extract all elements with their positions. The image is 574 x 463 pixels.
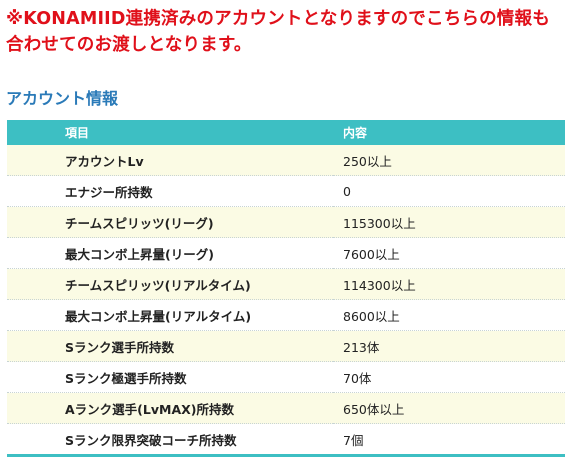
row-value: 115300以上 bbox=[333, 206, 565, 238]
row-value: 7600以上 bbox=[333, 237, 565, 269]
row-value: 0 bbox=[333, 175, 565, 207]
row-value: 70体 bbox=[333, 361, 565, 393]
row-value: 114300以上 bbox=[333, 268, 565, 300]
table-header-row: 項目 内容 bbox=[7, 120, 565, 145]
row-label: チームスピリッツ(リアルタイム) bbox=[7, 268, 333, 300]
section-title: アカウント情報 bbox=[6, 89, 119, 108]
row-value: 7個 bbox=[333, 423, 565, 457]
table-row: チームスピリッツ(リアルタイム) 114300以上 bbox=[7, 268, 565, 300]
row-label: 最大コンボ上昇量(リアルタイム) bbox=[7, 299, 333, 331]
row-label: Sランク選手所持数 bbox=[7, 330, 333, 362]
notice-line-2: 合わせてのお渡しとなります。 bbox=[6, 35, 252, 55]
row-value: 650体以上 bbox=[333, 392, 565, 424]
table-row: チームスピリッツ(リーグ) 115300以上 bbox=[7, 206, 565, 238]
account-info-table: 項目 内容 アカウントLv 250以上 エナジー所持数 0 チームスピリッツ(リ… bbox=[7, 120, 565, 457]
table-row: アカウントLv 250以上 bbox=[7, 145, 565, 176]
table-row: Aランク選手(LvMAX)所持数 650体以上 bbox=[7, 392, 565, 424]
row-label: チームスピリッツ(リーグ) bbox=[7, 206, 333, 238]
row-label: アカウントLv bbox=[7, 145, 333, 176]
row-value: 250以上 bbox=[333, 145, 565, 176]
row-value: 8600以上 bbox=[333, 299, 565, 331]
notice-line-1: ※KONAMIID連携済みのアカウントとなりますのでこちらの情報も bbox=[6, 9, 550, 29]
table-row: エナジー所持数 0 bbox=[7, 175, 565, 207]
row-label: Sランク限界突破コーチ所持数 bbox=[7, 423, 333, 457]
row-label: Aランク選手(LvMAX)所持数 bbox=[7, 392, 333, 424]
notice-text: ※KONAMIID連携済みのアカウントとなりますのでこちらの情報も 合わせてのお… bbox=[6, 6, 570, 58]
table-row: Sランク極選手所持数 70体 bbox=[7, 361, 565, 393]
table-row: Sランク選手所持数 213体 bbox=[7, 330, 565, 362]
row-value: 213体 bbox=[333, 330, 565, 362]
table-row: 最大コンボ上昇量(リアルタイム) 8600以上 bbox=[7, 299, 565, 331]
row-label: エナジー所持数 bbox=[7, 175, 333, 207]
table-row: 最大コンボ上昇量(リーグ) 7600以上 bbox=[7, 237, 565, 269]
row-label: 最大コンボ上昇量(リーグ) bbox=[7, 237, 333, 269]
header-content: 内容 bbox=[333, 120, 565, 145]
table-row: Sランク限界突破コーチ所持数 7個 bbox=[7, 423, 565, 457]
row-label: Sランク極選手所持数 bbox=[7, 361, 333, 393]
header-item: 項目 bbox=[7, 120, 333, 145]
